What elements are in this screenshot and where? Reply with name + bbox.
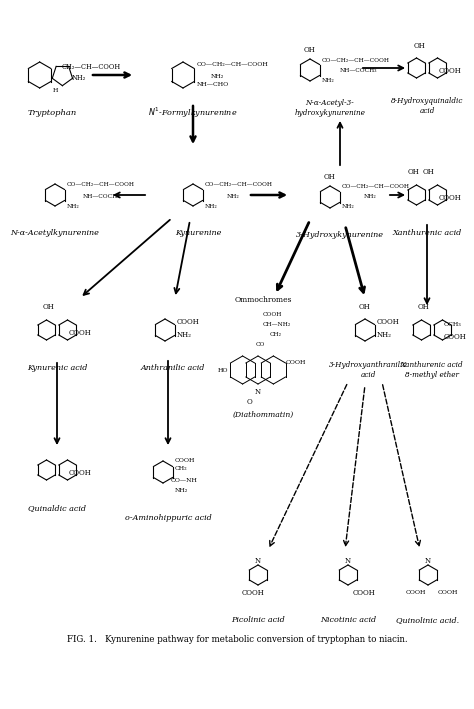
- Text: COOH: COOH: [406, 591, 426, 596]
- Text: HO: HO: [218, 367, 228, 372]
- Text: Kynurenic acid: Kynurenic acid: [27, 364, 87, 372]
- Text: 3-Hydroxyanthranilic
acid: 3-Hydroxyanthranilic acid: [329, 362, 407, 379]
- Text: CO—NH: CO—NH: [171, 477, 198, 483]
- Text: OH: OH: [324, 173, 336, 181]
- Text: COOH: COOH: [439, 67, 462, 75]
- Text: COOH: COOH: [439, 194, 462, 202]
- Text: NH₂: NH₂: [177, 331, 192, 339]
- Text: N-α-Acetylkynurenine: N-α-Acetylkynurenine: [10, 229, 100, 237]
- Text: COOH: COOH: [377, 318, 400, 326]
- Text: NH₂: NH₂: [67, 203, 80, 208]
- Text: N-α-Acetyl-3-
hydroxykynurenine: N-α-Acetyl-3- hydroxykynurenine: [294, 99, 365, 116]
- Text: OH: OH: [408, 168, 420, 176]
- Text: Xanthurenic acid
8-methyl ether: Xanthurenic acid 8-methyl ether: [401, 362, 463, 379]
- Text: NH₂: NH₂: [342, 204, 355, 209]
- Text: CH₂: CH₂: [175, 467, 188, 471]
- Text: CH₂—CH—COOH: CH₂—CH—COOH: [62, 63, 121, 71]
- Text: CO—CH₂—CH—COOH: CO—CH₂—CH—COOH: [342, 184, 410, 189]
- Text: NH₂: NH₂: [227, 194, 240, 199]
- Text: CH—NH₂: CH—NH₂: [263, 323, 291, 328]
- Text: NH₂: NH₂: [72, 74, 86, 82]
- Text: COOH: COOH: [175, 457, 195, 462]
- Text: $N^1$-Formylkynurenine: $N^1$-Formylkynurenine: [148, 106, 238, 121]
- Text: N: N: [255, 557, 261, 565]
- Text: COOH: COOH: [242, 589, 264, 597]
- Text: COOH: COOH: [285, 359, 306, 364]
- Text: COOH: COOH: [444, 333, 467, 341]
- Text: (Diathommatin): (Diathommatin): [232, 411, 293, 419]
- Text: Tryptophan: Tryptophan: [27, 109, 77, 117]
- Text: Anthranilic acid: Anthranilic acid: [141, 364, 205, 372]
- Text: OH: OH: [423, 168, 435, 176]
- Text: O: O: [247, 398, 253, 406]
- Text: OH: OH: [414, 42, 426, 50]
- Text: COOH: COOH: [177, 318, 200, 326]
- Text: Ommochromes: Ommochromes: [234, 296, 292, 304]
- Text: OH: OH: [304, 46, 316, 54]
- Text: COOH: COOH: [263, 313, 283, 318]
- Text: o-Aminohippuric acid: o-Aminohippuric acid: [125, 514, 211, 522]
- Text: 3-Hydroxykynurenine: 3-Hydroxykynurenine: [296, 231, 384, 239]
- Text: N: N: [255, 388, 261, 396]
- Text: OH: OH: [359, 303, 371, 311]
- Text: FIG. 1.   Kynurenine pathway for metabolic conversion of tryptophan to niacin.: FIG. 1. Kynurenine pathway for metabolic…: [67, 635, 407, 644]
- Text: CO: CO: [256, 342, 265, 347]
- Text: 8-Hydroxyquinaldic
acid: 8-Hydroxyquinaldic acid: [391, 97, 463, 115]
- Text: NH₂: NH₂: [205, 203, 218, 208]
- Text: CO—CH₂—CH—COOH: CO—CH₂—CH—COOH: [205, 182, 273, 187]
- Text: Picolinic acid: Picolinic acid: [231, 616, 285, 624]
- Text: Quinaldic acid: Quinaldic acid: [28, 504, 86, 512]
- Text: NH₂: NH₂: [211, 74, 224, 79]
- Text: NH₂: NH₂: [364, 194, 377, 199]
- Text: NH₂: NH₂: [377, 331, 392, 339]
- Text: CO—CH₂—CH—COOH: CO—CH₂—CH—COOH: [322, 57, 390, 62]
- Text: NH₂: NH₂: [322, 77, 335, 82]
- Text: CO—CH₂—CH—COOH: CO—CH₂—CH—COOH: [197, 62, 269, 67]
- Text: H: H: [52, 89, 58, 94]
- Text: Quinolinic acid.: Quinolinic acid.: [396, 616, 460, 624]
- Text: OH: OH: [43, 303, 55, 311]
- Text: Kynurenine: Kynurenine: [175, 229, 221, 237]
- Text: NH—COCH₃: NH—COCH₃: [340, 69, 378, 74]
- Text: COOH: COOH: [353, 589, 376, 597]
- Text: CO—CH₂—CH—COOH: CO—CH₂—CH—COOH: [67, 182, 135, 187]
- Text: COOH: COOH: [69, 329, 92, 337]
- Text: Xanthurenic acid: Xanthurenic acid: [392, 229, 462, 237]
- Text: NH—CHO: NH—CHO: [197, 82, 229, 87]
- Text: CH₂: CH₂: [270, 333, 282, 337]
- Text: COOH: COOH: [438, 591, 458, 596]
- Text: Nicotinic acid: Nicotinic acid: [320, 616, 376, 624]
- Text: N: N: [345, 557, 351, 565]
- Text: NH—COCH₃: NH—COCH₃: [83, 194, 120, 199]
- Text: COOH: COOH: [69, 469, 92, 477]
- Text: OH: OH: [418, 303, 430, 311]
- Text: N: N: [425, 557, 431, 565]
- Text: NH₂: NH₂: [175, 488, 188, 493]
- Text: OCH₃: OCH₃: [444, 323, 462, 328]
